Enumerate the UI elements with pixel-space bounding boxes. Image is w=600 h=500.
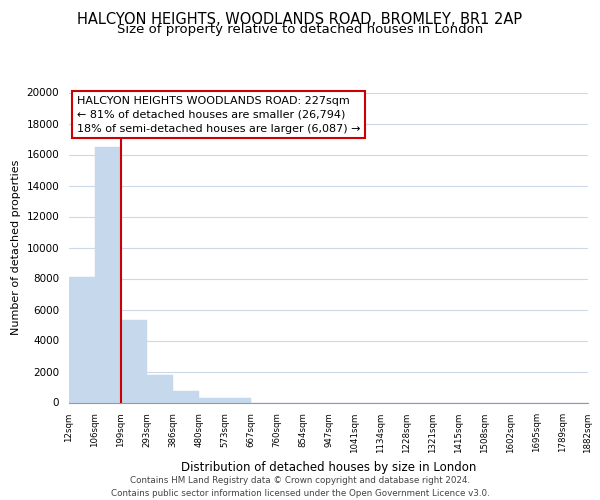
Text: Contains HM Land Registry data © Crown copyright and database right 2024.
Contai: Contains HM Land Registry data © Crown c…: [110, 476, 490, 498]
Bar: [121, 320, 147, 402]
Y-axis label: Number of detached properties: Number of detached properties: [11, 160, 21, 335]
Bar: [173, 391, 199, 402]
Text: Size of property relative to detached houses in London: Size of property relative to detached ho…: [117, 22, 483, 36]
X-axis label: Distribution of detached houses by size in London: Distribution of detached houses by size …: [181, 461, 476, 474]
Bar: [225, 398, 251, 402]
Text: HALCYON HEIGHTS WOODLANDS ROAD: 227sqm
← 81% of detached houses are smaller (26,: HALCYON HEIGHTS WOODLANDS ROAD: 227sqm ←…: [77, 96, 360, 134]
Bar: [147, 374, 173, 402]
Bar: [69, 277, 95, 402]
Text: HALCYON HEIGHTS, WOODLANDS ROAD, BROMLEY, BR1 2AP: HALCYON HEIGHTS, WOODLANDS ROAD, BROMLEY…: [77, 12, 523, 28]
Bar: [199, 398, 224, 402]
Bar: [95, 147, 121, 403]
